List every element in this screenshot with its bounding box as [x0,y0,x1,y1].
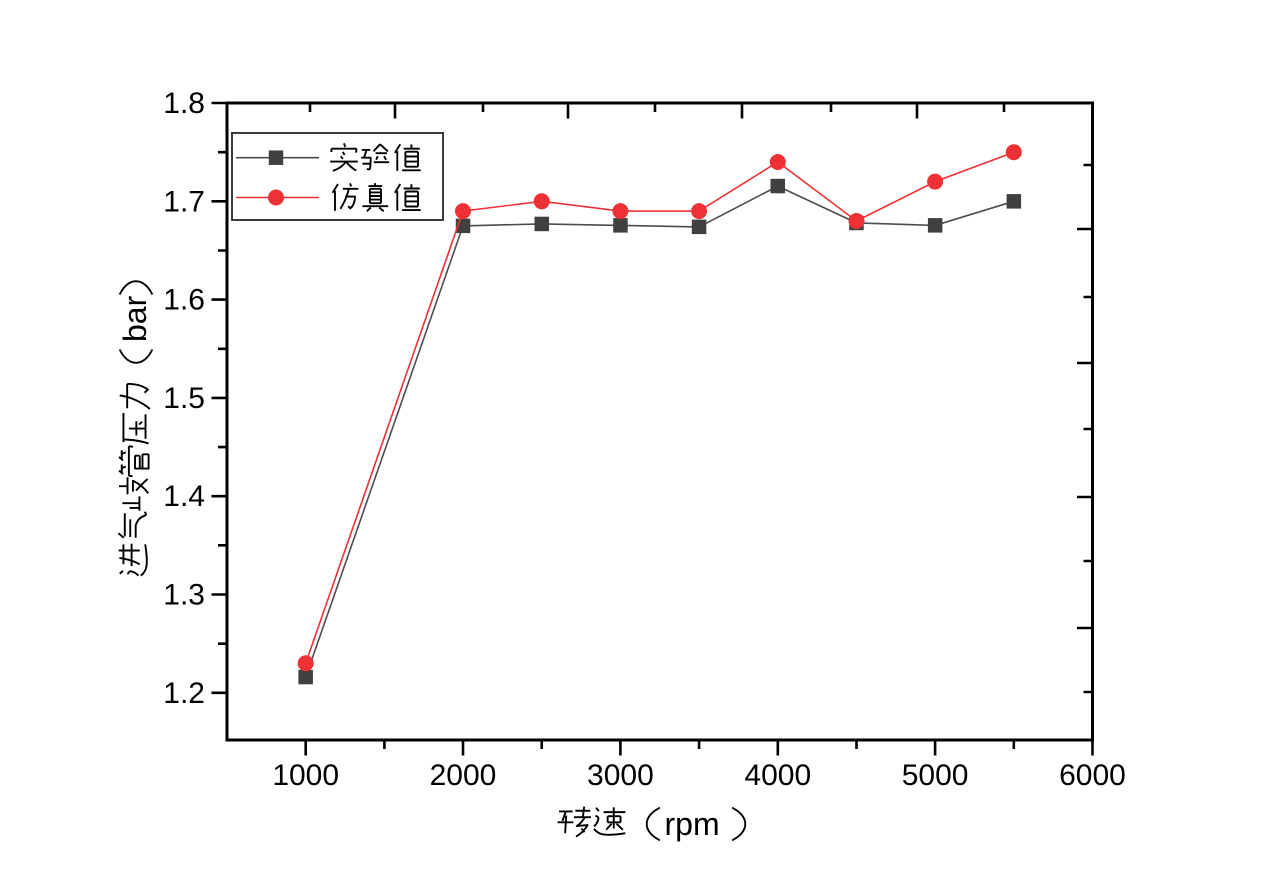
svg-text:1.8: 1.8 [163,87,205,120]
svg-text:1.6: 1.6 [163,284,205,317]
svg-text:1.7: 1.7 [163,185,205,218]
svg-text:1.2: 1.2 [163,677,205,710]
svg-text:6000: 6000 [1059,759,1126,792]
svg-text:3000: 3000 [587,759,654,792]
svg-text:1.3: 1.3 [163,579,205,612]
svg-text:1000: 1000 [272,759,339,792]
svg-text:1.4: 1.4 [163,480,205,513]
svg-text:rpm: rpm [665,806,720,842]
svg-text:2000: 2000 [430,759,497,792]
svg-text:4000: 4000 [744,759,811,792]
svg-text:1.5: 1.5 [163,382,205,415]
svg-text:5000: 5000 [902,759,969,792]
svg-text:bar: bar [117,295,153,342]
